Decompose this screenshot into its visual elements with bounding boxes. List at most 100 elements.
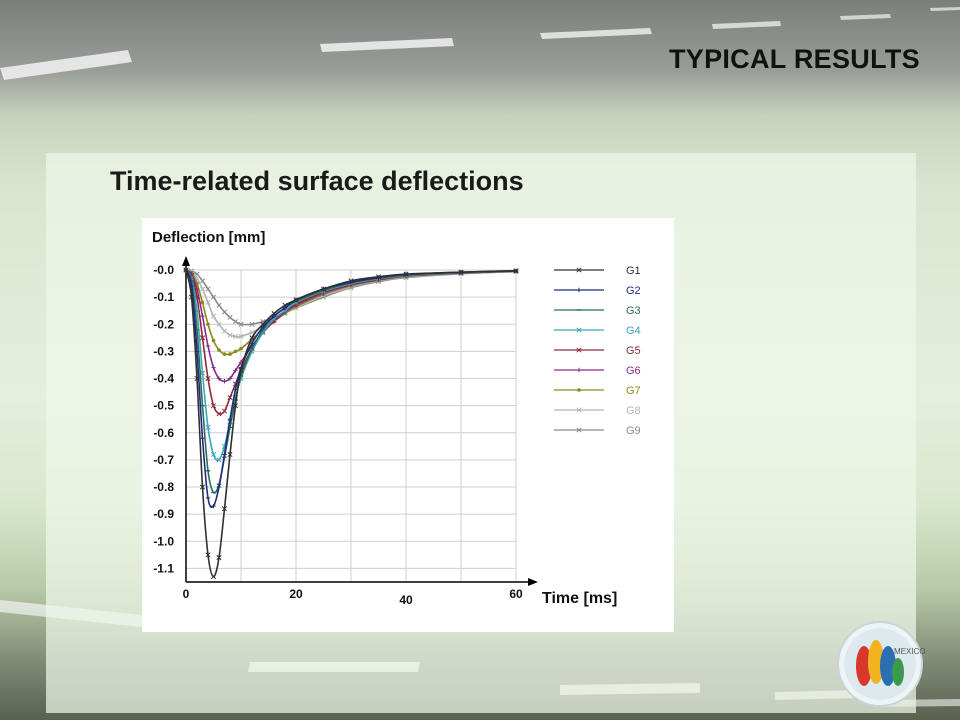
data-point bbox=[199, 278, 206, 284]
data-point bbox=[249, 341, 255, 346]
y-tick-label: -0.4 bbox=[153, 372, 174, 386]
data-point bbox=[271, 313, 277, 319]
legend-label: G7 bbox=[626, 385, 641, 397]
data-point bbox=[221, 506, 228, 512]
data-point bbox=[271, 310, 277, 316]
data-point bbox=[239, 346, 243, 351]
data-point bbox=[222, 452, 227, 457]
legend-marker bbox=[577, 388, 581, 392]
y-tick-label: -0.0 bbox=[153, 263, 174, 277]
legend-label: G9 bbox=[626, 425, 641, 437]
deflection-chart: -0.0 -0.1 -0.2 -0.3 -0.4 -0.5 -0.6 -0.7 -0.8 -0.9… bbox=[142, 218, 674, 632]
slide-title: TYPICAL RESULTS bbox=[668, 44, 920, 74]
data-point bbox=[205, 343, 211, 349]
data-point bbox=[233, 349, 238, 354]
deflection-chart-svg: -0.0 -0.1 -0.2 -0.3 -0.4 -0.5 -0.6 -0.7 -0.8 -0.9… bbox=[152, 229, 641, 607]
x-tick-label: 20 bbox=[289, 587, 303, 601]
data-point bbox=[200, 300, 205, 305]
data-point bbox=[210, 574, 217, 580]
data-point bbox=[221, 309, 228, 315]
legend-marker bbox=[576, 287, 582, 293]
data-point bbox=[210, 313, 217, 319]
chart-legend: G1 G2 G3 G4 G5 G6 G7 G8 G9 bbox=[554, 265, 641, 437]
y-tick-label: -0.9 bbox=[153, 507, 174, 521]
data-point bbox=[217, 348, 221, 352]
data-point bbox=[249, 335, 255, 341]
legend-label: G8 bbox=[626, 405, 641, 417]
y-axis-label: Deflection [mm] bbox=[152, 229, 265, 246]
data-point bbox=[199, 484, 206, 490]
data-point bbox=[194, 375, 200, 382]
data-point bbox=[227, 417, 233, 422]
y-tick-label: -0.7 bbox=[153, 453, 174, 467]
x-axis-label: Time [ms] bbox=[542, 590, 617, 607]
y-tick-label: -0.8 bbox=[153, 480, 174, 494]
data-point bbox=[227, 332, 233, 338]
data-point bbox=[216, 411, 222, 417]
data-point bbox=[222, 379, 227, 384]
data-point bbox=[227, 314, 233, 321]
x-axis-arrow bbox=[528, 578, 538, 586]
data-point bbox=[282, 305, 288, 311]
data-point bbox=[232, 403, 239, 409]
x-tick-label: 40 bbox=[399, 593, 413, 607]
data-point bbox=[221, 408, 228, 414]
data-point bbox=[221, 328, 228, 334]
data-point bbox=[375, 274, 382, 280]
data-point bbox=[216, 302, 222, 308]
data-point bbox=[238, 321, 244, 327]
grid-lines bbox=[186, 269, 517, 582]
data-point bbox=[458, 269, 464, 275]
legend-marker bbox=[576, 407, 582, 413]
data-point bbox=[206, 322, 210, 327]
data-point bbox=[210, 403, 217, 409]
data-point bbox=[205, 300, 211, 306]
y-tick-label: -0.3 bbox=[153, 344, 174, 358]
x-tick-label: 60 bbox=[509, 587, 523, 601]
data-point bbox=[232, 333, 239, 340]
data-point bbox=[260, 321, 266, 327]
data-point bbox=[199, 286, 206, 292]
data-point bbox=[183, 267, 189, 273]
data-point bbox=[320, 286, 327, 292]
data-point bbox=[210, 294, 217, 300]
legend-marker bbox=[576, 267, 582, 273]
y-axis-arrow bbox=[182, 256, 190, 266]
data-point bbox=[216, 555, 222, 561]
data-point bbox=[293, 297, 299, 303]
legend-marker bbox=[576, 327, 582, 333]
x-tick-label: 0 bbox=[183, 587, 190, 601]
data-point bbox=[216, 457, 222, 463]
data-point bbox=[227, 394, 233, 401]
data-point bbox=[227, 451, 233, 458]
data-point bbox=[233, 368, 238, 373]
legend-marker bbox=[576, 427, 582, 433]
slide-subtitle: Time-related surface deflections bbox=[110, 166, 524, 196]
data-point bbox=[227, 376, 233, 381]
data-point bbox=[188, 294, 195, 300]
data-point bbox=[205, 495, 211, 501]
logo-text: MEXICO bbox=[894, 647, 926, 656]
data-point bbox=[200, 436, 205, 441]
data-point bbox=[232, 318, 239, 325]
data-point bbox=[222, 352, 227, 356]
data-point bbox=[211, 338, 216, 343]
data-point bbox=[513, 268, 519, 274]
mexico-conference-logo-icon: MEXICO bbox=[837, 621, 926, 707]
data-point bbox=[211, 365, 216, 370]
series-group bbox=[183, 267, 519, 580]
y-tick-label: -0.6 bbox=[153, 426, 174, 440]
data-point bbox=[205, 375, 211, 382]
data-point bbox=[249, 321, 255, 327]
data-point bbox=[403, 271, 409, 277]
data-point bbox=[205, 286, 211, 292]
legend-label: G5 bbox=[626, 345, 641, 357]
legend-marker bbox=[576, 367, 582, 373]
data-point bbox=[228, 352, 232, 356]
y-tick-label: -1.1 bbox=[153, 561, 174, 575]
data-point bbox=[216, 376, 222, 381]
data-point bbox=[211, 503, 216, 509]
data-point bbox=[199, 335, 206, 341]
data-point bbox=[216, 321, 222, 327]
legend-marker bbox=[576, 347, 582, 353]
